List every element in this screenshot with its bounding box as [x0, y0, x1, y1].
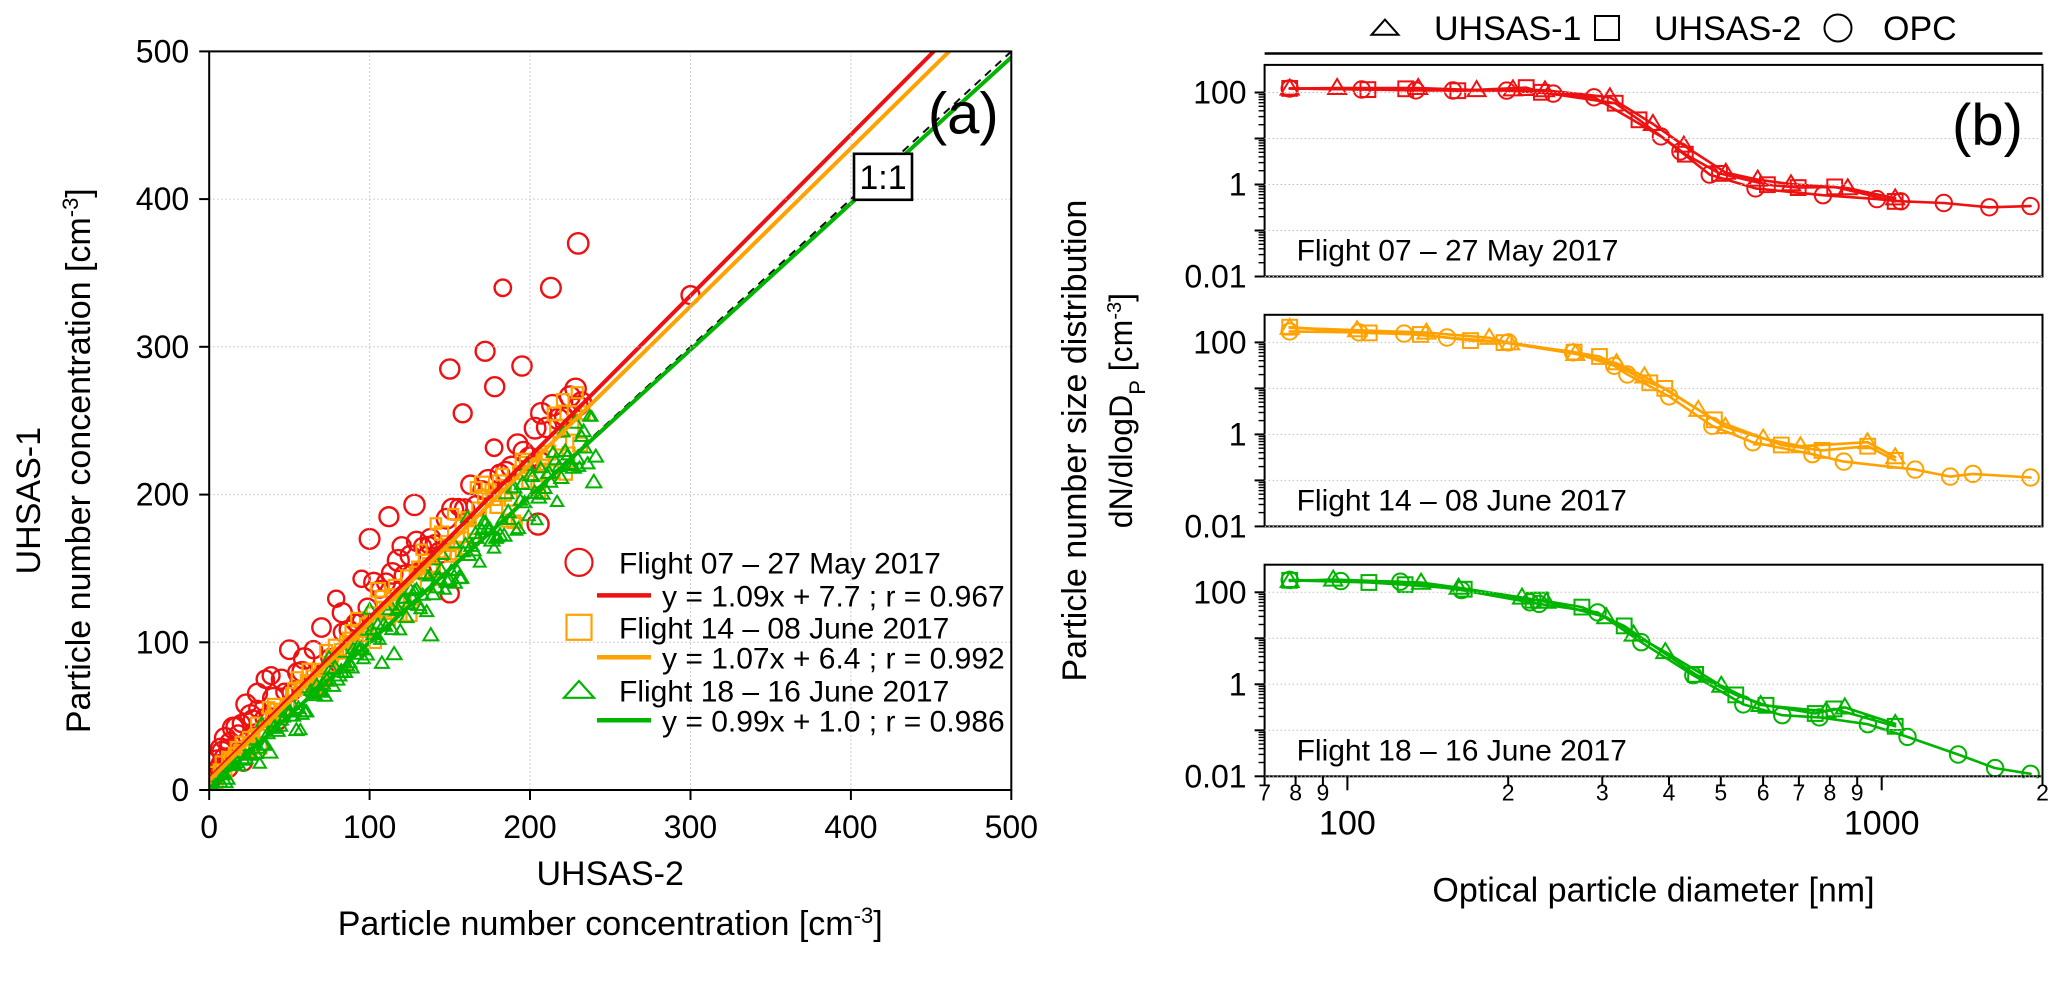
svg-text:0: 0: [200, 809, 218, 845]
svg-text:y = 1.07x + 6.4 ; r = 0.992: y = 1.07x + 6.4 ; r = 0.992: [662, 642, 1005, 675]
svg-text:8: 8: [1824, 779, 1837, 805]
svg-text:9: 9: [1851, 779, 1864, 805]
svg-text:7: 7: [1258, 779, 1271, 805]
svg-text:400: 400: [824, 809, 877, 845]
svg-text:Optical particle diameter [nm]: Optical particle diameter [nm]: [1432, 871, 1874, 909]
svg-text:2: 2: [2036, 779, 2049, 805]
svg-text:3: 3: [1596, 779, 1609, 805]
svg-text:Flight 07 – 27 May 2017: Flight 07 – 27 May 2017: [619, 547, 941, 580]
svg-text:300: 300: [664, 809, 717, 845]
svg-text:4: 4: [1663, 779, 1676, 805]
svg-text:Particle number size distribut: Particle number size distribution: [1056, 200, 1094, 682]
svg-text:100: 100: [1193, 574, 1246, 610]
svg-text:0: 0: [171, 772, 189, 808]
svg-text:1: 1: [1229, 416, 1247, 452]
svg-text:300: 300: [136, 329, 189, 365]
svg-text:1:1: 1:1: [859, 159, 906, 197]
svg-text:400: 400: [136, 181, 189, 217]
svg-text:500: 500: [136, 33, 189, 69]
svg-text:6: 6: [1757, 779, 1770, 805]
svg-text:Flight 14 – 08 June 2017: Flight 14 – 08 June 2017: [1297, 484, 1627, 517]
svg-text:1: 1: [1229, 666, 1247, 702]
svg-text:1000: 1000: [1844, 804, 1920, 842]
svg-text:Particle number concentration: Particle number concentration [cm-3]: [58, 188, 99, 733]
svg-text:UHSAS-1: UHSAS-1: [1434, 10, 1581, 48]
svg-text:100: 100: [1193, 75, 1246, 111]
svg-text:0.01: 0.01: [1184, 758, 1246, 794]
svg-text:200: 200: [503, 809, 556, 845]
svg-text:100: 100: [136, 624, 189, 660]
svg-text:100: 100: [1193, 324, 1246, 360]
svg-text:Flight 14 – 08 June 2017: Flight 14 – 08 June 2017: [619, 612, 949, 645]
svg-text:OPC: OPC: [1883, 10, 1957, 48]
svg-text:(a): (a): [928, 81, 999, 146]
svg-text:500: 500: [985, 809, 1038, 845]
svg-text:9: 9: [1317, 779, 1330, 805]
svg-text:0.01: 0.01: [1184, 259, 1246, 295]
svg-text:UHSAS-2: UHSAS-2: [1654, 10, 1801, 48]
svg-text:Flight 18 – 16 June 2017: Flight 18 – 16 June 2017: [619, 675, 949, 708]
svg-text:y = 0.99x + 1.0 ; r = 0.986: y = 0.99x + 1.0 ; r = 0.986: [662, 705, 1005, 738]
svg-text:Flight 18 – 16 June 2017: Flight 18 – 16 June 2017: [1297, 734, 1627, 767]
svg-text:8: 8: [1289, 779, 1302, 805]
svg-text:UHSAS-1: UHSAS-1: [10, 427, 48, 574]
svg-text:Particle number concentration: Particle number concentration [cm-3]: [338, 903, 883, 944]
svg-text:200: 200: [136, 477, 189, 513]
svg-text:(b): (b): [1952, 93, 2023, 158]
svg-text:1: 1: [1229, 167, 1247, 203]
svg-text:5: 5: [1714, 779, 1727, 805]
svg-text:7: 7: [1793, 779, 1806, 805]
svg-text:0.01: 0.01: [1184, 508, 1246, 544]
svg-text:2: 2: [1502, 779, 1515, 805]
svg-text:100: 100: [343, 809, 396, 845]
svg-text:100: 100: [1319, 804, 1376, 842]
svg-text:UHSAS-2: UHSAS-2: [537, 855, 684, 893]
svg-text:Flight 07 – 27 May 2017: Flight 07 – 27 May 2017: [1297, 235, 1619, 268]
svg-text:y = 1.09x + 7.7 ; r = 0.967: y = 1.09x + 7.7 ; r = 0.967: [662, 580, 1005, 613]
